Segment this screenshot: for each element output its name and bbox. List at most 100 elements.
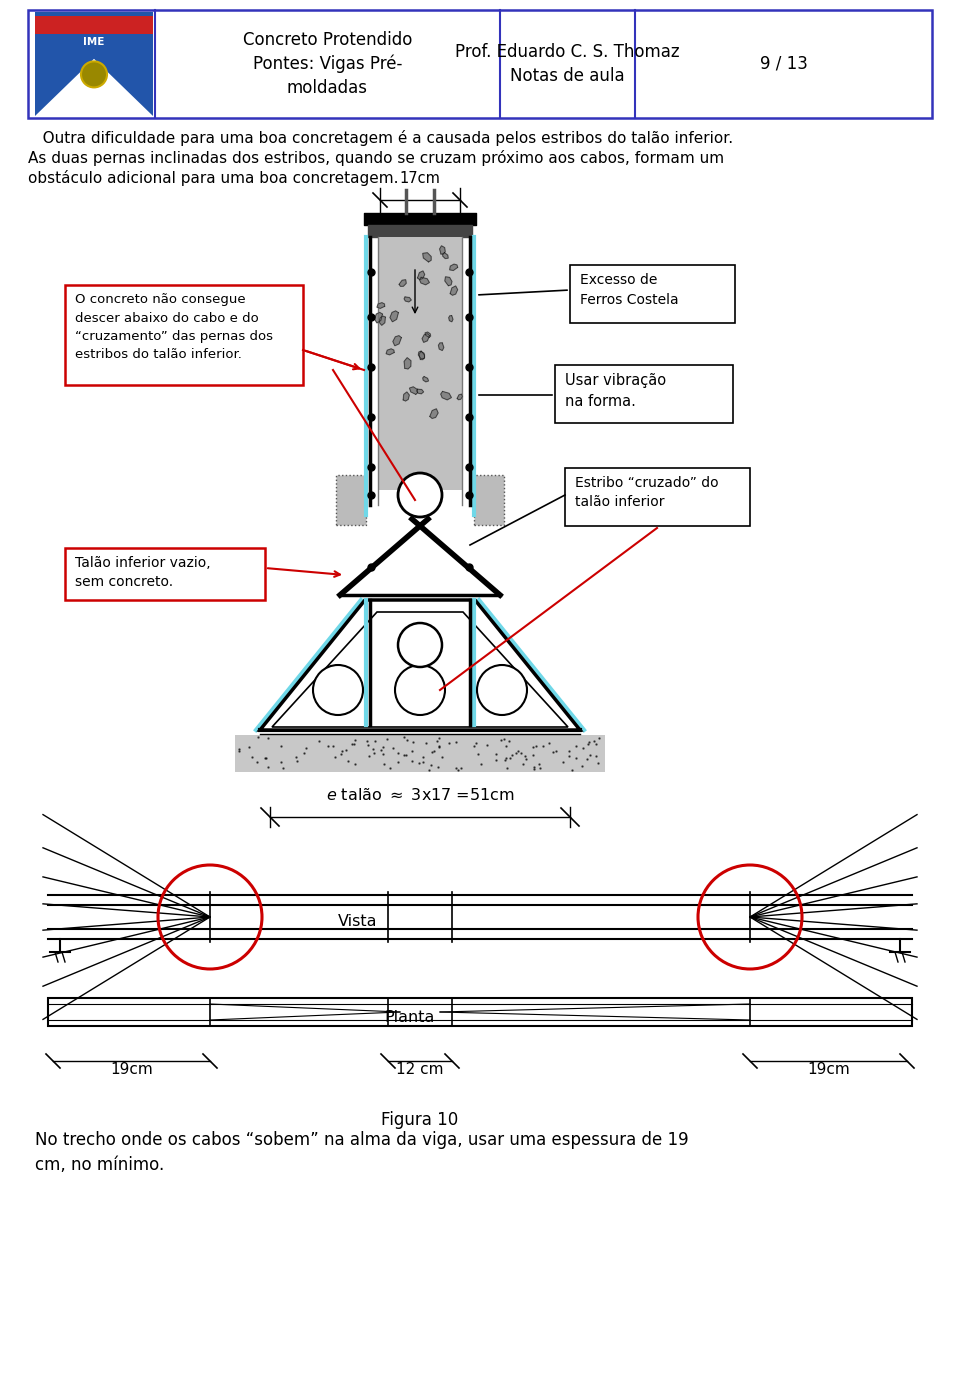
Circle shape: [398, 474, 442, 517]
Bar: [336, 475, 366, 525]
Text: No trecho onde os cabos “sobem” na alma da viga, usar uma espessura de 19
cm, no: No trecho onde os cabos “sobem” na alma …: [35, 1131, 688, 1174]
Circle shape: [507, 697, 516, 706]
Circle shape: [404, 647, 412, 654]
Bar: [28, 10, 932, 118]
Text: Estribo “cruzado” do
talão inferior: Estribo “cruzado” do talão inferior: [575, 476, 719, 510]
Text: Excesso de
Ferros Costela: Excesso de Ferros Costela: [580, 274, 679, 307]
Circle shape: [477, 665, 527, 715]
Circle shape: [398, 624, 442, 667]
Text: Usar vibração
na forma.: Usar vibração na forma.: [565, 374, 666, 408]
Text: 12 cm: 12 cm: [396, 1063, 444, 1076]
Circle shape: [424, 651, 432, 660]
Circle shape: [404, 497, 412, 504]
Circle shape: [424, 501, 432, 510]
Circle shape: [349, 686, 357, 694]
Polygon shape: [390, 311, 398, 322]
Circle shape: [416, 490, 424, 499]
Circle shape: [513, 686, 521, 694]
Text: Figura 10: Figura 10: [381, 1111, 459, 1129]
Circle shape: [344, 674, 351, 682]
Polygon shape: [439, 343, 444, 350]
Polygon shape: [448, 315, 453, 322]
Circle shape: [494, 700, 503, 708]
Circle shape: [507, 674, 516, 682]
Text: O concreto não consegue
descer abaixo do cabo e do
“cruzamento” das pernas dos
e: O concreto não consegue descer abaixo do…: [75, 293, 273, 361]
Polygon shape: [441, 392, 451, 400]
Polygon shape: [404, 297, 411, 301]
Circle shape: [330, 671, 339, 679]
Circle shape: [413, 628, 421, 636]
Circle shape: [413, 671, 420, 679]
Polygon shape: [419, 351, 424, 358]
Polygon shape: [260, 600, 580, 731]
Polygon shape: [425, 332, 431, 338]
Polygon shape: [404, 358, 411, 369]
Circle shape: [313, 665, 363, 715]
Polygon shape: [440, 246, 445, 254]
Polygon shape: [374, 313, 382, 322]
Circle shape: [404, 635, 412, 643]
Bar: [570, 265, 735, 324]
Polygon shape: [457, 394, 463, 400]
Text: Talão inferior vazio,
sem concreto.: Talão inferior vazio, sem concreto.: [75, 556, 210, 589]
Polygon shape: [422, 376, 428, 382]
Polygon shape: [403, 392, 409, 401]
Text: 19cm: 19cm: [110, 1063, 153, 1076]
Polygon shape: [443, 253, 448, 258]
Circle shape: [413, 478, 421, 486]
Bar: [65, 285, 303, 385]
Text: As duas pernas inclinadas dos estribos, quando se cruzam próximo aos cabos, form: As duas pernas inclinadas dos estribos, …: [28, 150, 724, 167]
Bar: [474, 475, 504, 525]
Circle shape: [413, 700, 420, 708]
Circle shape: [402, 693, 411, 700]
Polygon shape: [35, 58, 153, 117]
Text: Outra dificuldade para uma boa concretagem é a causada pelos estribos do talão i: Outra dificuldade para uma boa concretag…: [28, 131, 733, 146]
Polygon shape: [420, 351, 424, 360]
Circle shape: [321, 693, 328, 700]
Circle shape: [334, 686, 342, 694]
Polygon shape: [418, 271, 424, 279]
Circle shape: [498, 686, 506, 694]
Polygon shape: [430, 408, 438, 418]
Circle shape: [494, 671, 503, 679]
Circle shape: [429, 640, 437, 649]
Bar: [555, 365, 733, 424]
Text: obstáculo adicional para uma boa concretagem.: obstáculo adicional para uma boa concret…: [28, 169, 398, 186]
Text: Planta: Planta: [385, 1010, 435, 1025]
Text: IME: IME: [84, 38, 105, 47]
Bar: [378, 238, 462, 490]
Circle shape: [402, 679, 411, 688]
Polygon shape: [422, 333, 429, 342]
Text: 17cm: 17cm: [399, 171, 441, 186]
Polygon shape: [399, 279, 406, 286]
Circle shape: [330, 700, 339, 708]
Circle shape: [425, 697, 433, 706]
Polygon shape: [393, 336, 401, 346]
Circle shape: [344, 697, 351, 706]
Bar: [35, 17, 153, 33]
Bar: [235, 735, 605, 772]
Text: Prof. Eduardo C. S. Thomaz
Notas de aula: Prof. Eduardo C. S. Thomaz Notas de aula: [455, 43, 680, 85]
Circle shape: [424, 631, 432, 639]
Circle shape: [404, 485, 412, 493]
Bar: [565, 468, 750, 526]
Circle shape: [431, 686, 439, 694]
Polygon shape: [417, 389, 423, 394]
Circle shape: [413, 504, 421, 511]
Polygon shape: [449, 264, 458, 271]
Text: 9 / 13: 9 / 13: [759, 56, 807, 74]
Polygon shape: [444, 276, 452, 286]
Polygon shape: [450, 286, 458, 296]
Circle shape: [485, 693, 492, 700]
Circle shape: [81, 61, 107, 88]
Polygon shape: [420, 278, 429, 285]
Circle shape: [429, 490, 437, 499]
Polygon shape: [422, 253, 431, 263]
Text: $e$ talão $\approx$ 3x17 =51cm: $e$ talão $\approx$ 3x17 =51cm: [325, 788, 515, 803]
Text: Vista: Vista: [338, 914, 377, 929]
Polygon shape: [410, 386, 418, 394]
Circle shape: [413, 654, 421, 661]
Circle shape: [425, 674, 433, 682]
Bar: [65, 549, 265, 600]
Polygon shape: [379, 317, 385, 325]
